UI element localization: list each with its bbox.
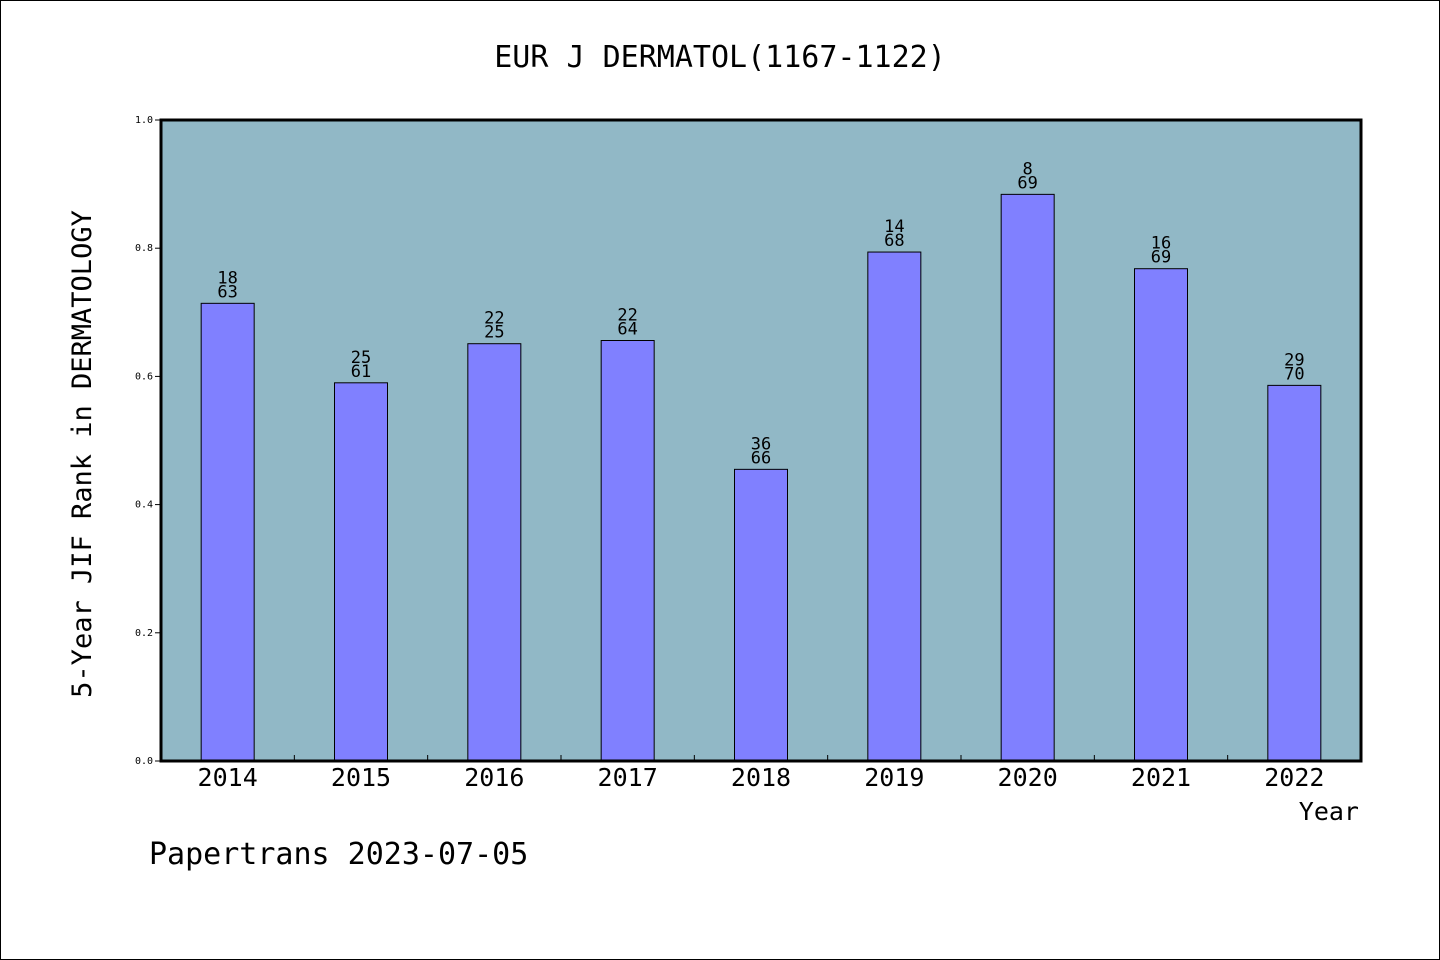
y-tick-label: 0.8: [135, 243, 153, 254]
y-tick-label: 1.0: [135, 115, 153, 126]
data-label-total: 69: [1151, 248, 1171, 268]
x-tick-label: 2019: [864, 763, 924, 792]
x-tick-label: 2020: [998, 763, 1058, 792]
bar-2016: [467, 343, 522, 762]
data-label-rank: 16: [1151, 234, 1171, 254]
bars: [200, 193, 1322, 762]
y-axis-ticks: 0.0 0.2 0.4 0.6 0.8 1.0: [135, 115, 161, 767]
x-tick-label: 2022: [1264, 763, 1324, 792]
data-label-rank: 18: [217, 268, 237, 288]
bar-2018: [734, 468, 788, 762]
chart-title: EUR J DERMATOL(1167-1122): [494, 40, 946, 75]
bar-2021: [1134, 268, 1188, 762]
y-axis-label-group: 5-Year JIF Rank in DERMATOLOGY: [67, 210, 98, 698]
x-tick-label: 2015: [331, 763, 391, 792]
bar-2014: [200, 302, 255, 762]
data-label-rank: 8: [1023, 159, 1033, 179]
x-tick-label: 2021: [1131, 763, 1191, 792]
y-tick-label: 0.4: [135, 500, 153, 511]
bar-2019: [867, 251, 922, 762]
plot-border: [159, 118, 1363, 763]
data-label-total: 69: [1017, 173, 1037, 193]
bar-2015: [334, 382, 388, 762]
data-label-rank: 29: [1284, 350, 1304, 370]
bar-2017: [600, 340, 655, 762]
x-tick-label: 2014: [198, 763, 258, 792]
x-tick-label: 2018: [731, 763, 791, 792]
y-tick-label: 0.2: [135, 628, 153, 639]
data-label-rank: 25: [351, 348, 371, 368]
data-label-total: 70: [1284, 364, 1304, 384]
bar-2020: [1000, 193, 1055, 762]
data-label-total: 63: [217, 282, 237, 302]
data-label-rank: 22: [617, 306, 637, 326]
data-label-rank: 36: [751, 434, 771, 454]
y-axis-label: 5-Year JIF Rank in DERMATOLOGY: [67, 210, 98, 698]
data-label-total: 68: [884, 231, 904, 251]
x-tick-label: 2017: [598, 763, 658, 792]
x-axis-ticks: 2014 2015 2016 2017 2018 2019 2020 2021 2022: [198, 755, 1324, 792]
x-axis-label: Year: [1299, 797, 1359, 826]
data-label-total: 61: [351, 362, 371, 382]
data-label-rank: 14: [884, 217, 904, 237]
y-tick-label: 0.0: [135, 756, 153, 767]
data-label-total: 64: [617, 320, 637, 340]
data-label-total: 66: [751, 448, 771, 468]
data-label-total: 25: [484, 323, 504, 343]
x-tick-label: 2016: [464, 763, 524, 792]
bar-2022: [1267, 384, 1322, 762]
y-tick-label: 0.6: [135, 371, 153, 382]
footer-text: Papertrans 2023-07-05: [149, 837, 528, 872]
data-label-rank: 22: [484, 309, 504, 329]
